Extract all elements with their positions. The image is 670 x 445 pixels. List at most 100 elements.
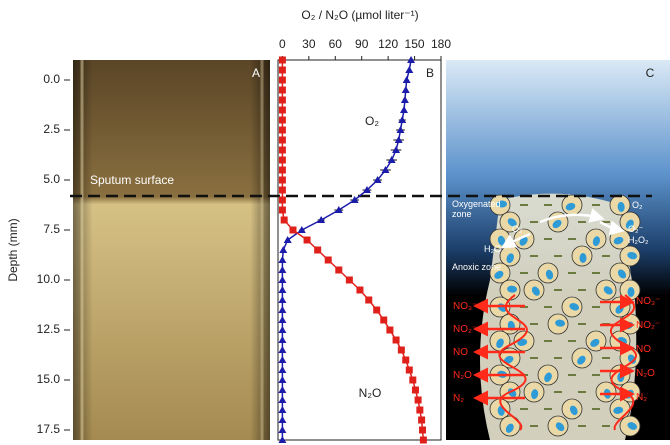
panel-label: C — [646, 66, 655, 80]
cell-core — [613, 236, 624, 245]
marker — [362, 186, 371, 193]
cell-core — [519, 236, 528, 246]
cell-core — [555, 319, 566, 327]
marker — [297, 226, 306, 233]
cell-core — [625, 219, 634, 229]
marker — [278, 186, 286, 194]
cell-core — [503, 355, 514, 364]
species-label: N₂ — [636, 392, 648, 403]
x-tick-label: 30 — [302, 37, 316, 51]
marker — [411, 386, 419, 394]
marker — [278, 176, 286, 184]
cell-core — [555, 422, 565, 432]
cell-core — [627, 422, 637, 430]
arrow — [599, 220, 625, 236]
photo-shade — [73, 60, 270, 440]
cell-core — [494, 270, 504, 279]
marker — [280, 216, 288, 224]
marker — [405, 366, 413, 374]
marker — [278, 256, 287, 263]
marker — [399, 106, 408, 113]
marker — [289, 226, 297, 234]
species-label: NO₂⁻ — [636, 320, 661, 331]
marker — [394, 136, 403, 143]
marker — [278, 426, 287, 433]
cell-core — [544, 372, 552, 382]
zone-label: Anoxic zone — [452, 262, 502, 272]
y-tick-label: 7.5 — [43, 222, 60, 236]
marker — [401, 86, 410, 93]
marker — [373, 176, 382, 183]
y-tick-label: 15.0 — [37, 372, 61, 386]
y-tick-label: 0.0 — [43, 72, 60, 86]
marker — [278, 346, 287, 353]
cell-core — [517, 338, 528, 346]
marker — [419, 436, 427, 444]
cell-core — [592, 236, 601, 247]
marker — [278, 416, 287, 423]
species-label: NO — [453, 347, 468, 358]
bacteria-cluster — [480, 193, 641, 440]
marker — [397, 346, 405, 354]
y-tick-label: 5.0 — [43, 172, 60, 186]
cell-core — [507, 218, 517, 227]
marker — [278, 196, 286, 204]
cell-core — [506, 253, 514, 264]
cell-core — [545, 269, 554, 280]
series-label: O₂ — [365, 114, 379, 128]
cell-core — [531, 389, 539, 400]
marker — [407, 56, 416, 63]
marker — [278, 316, 287, 323]
marker — [387, 156, 396, 163]
marker — [278, 406, 287, 413]
marker — [373, 306, 381, 314]
marker — [278, 126, 286, 134]
cell-core — [569, 303, 580, 311]
annotation: Sputum surface — [90, 173, 174, 187]
marker — [398, 116, 407, 123]
marker — [278, 276, 287, 283]
marker — [409, 376, 417, 384]
marker — [278, 106, 286, 114]
zone-label: Oxygenated zone — [452, 199, 501, 219]
marker — [392, 336, 400, 344]
panel-label: A — [252, 66, 260, 80]
marker — [278, 356, 287, 363]
marker — [317, 216, 326, 223]
species-label: H₂O — [484, 244, 501, 254]
marker — [314, 246, 322, 254]
x-tick-label: 0 — [279, 37, 286, 51]
cell-core — [627, 287, 635, 297]
marker — [350, 196, 359, 203]
marker — [392, 146, 401, 153]
species-label: NO₃⁻ — [453, 301, 478, 312]
cell-core — [617, 201, 625, 212]
marker — [278, 156, 286, 164]
marker — [334, 206, 343, 213]
marker — [345, 276, 353, 284]
cell-core — [579, 253, 587, 263]
marker — [335, 266, 343, 274]
marker — [278, 96, 286, 104]
marker — [283, 236, 292, 243]
x-tick-label: 60 — [329, 37, 343, 51]
marker — [278, 116, 286, 124]
marker — [380, 316, 388, 324]
panel-label: B — [426, 66, 434, 80]
marker — [278, 66, 286, 74]
cell-core — [613, 406, 624, 414]
marker — [278, 56, 286, 64]
marker — [278, 306, 287, 313]
species-label: N₂O — [453, 370, 472, 381]
marker — [416, 406, 424, 414]
x-tick-label: 120 — [378, 37, 398, 51]
marker — [414, 396, 422, 404]
y-tick-label: 12.5 — [37, 322, 61, 336]
cell-core — [603, 286, 613, 295]
cell-core — [577, 355, 586, 365]
marker — [303, 236, 311, 244]
y-axis-label: Depth (mm) — [6, 218, 20, 281]
arrow — [539, 208, 605, 224]
marker — [279, 246, 288, 253]
